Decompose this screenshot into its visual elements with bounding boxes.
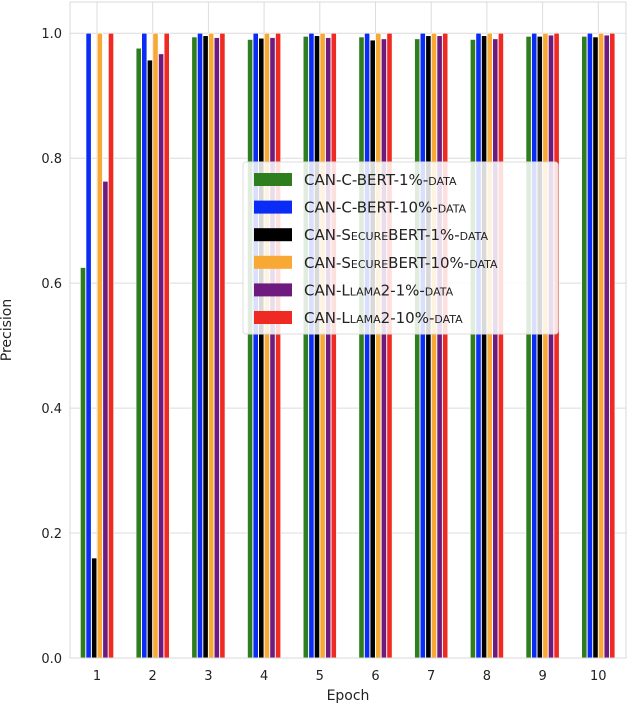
bar-can-securebert-1-data-epoch-10 (592, 36, 599, 659)
bar-can-c-bert-1-data-epoch-6 (358, 36, 365, 659)
bar-can-securebert-1-data-epoch-2 (147, 59, 153, 659)
bar-can-llama2-10-data-epoch-1 (108, 32, 114, 659)
y-tick-label: 1.0 (41, 27, 62, 42)
legend-label: CAN-Llama2-10%-data (304, 309, 463, 327)
bar-can-securebert-1-data-epoch-5 (314, 35, 320, 659)
bar-can-llama2-1-data-epoch-6 (380, 38, 387, 659)
bar-can-llama2-10-data-epoch-5 (330, 32, 337, 659)
bar-can-llama2-10-data-epoch-2 (163, 32, 170, 659)
bar-can-c-bert-10-data-epoch-8 (475, 32, 482, 659)
bar-can-securebert-1-data-epoch-6 (369, 39, 376, 659)
bar-can-c-bert-10-data-epoch-2 (141, 32, 148, 659)
bar-can-c-bert-10-data-epoch-7 (419, 32, 426, 659)
bar-can-securebert-10-data-epoch-7 (431, 32, 437, 659)
bar-can-llama2-1-data-epoch-8 (492, 38, 499, 659)
bar-can-securebert-10-data-epoch-3 (208, 32, 215, 659)
bar-can-securebert-1-data-epoch-3 (202, 35, 209, 659)
bar-can-securebert-10-data-epoch-2 (152, 32, 159, 659)
bar-can-llama2-10-data-epoch-3 (219, 32, 226, 659)
bar-can-llama2-1-data-epoch-10 (603, 34, 610, 659)
legend-label: CAN-SecureBERT-1%-data (304, 226, 488, 244)
bar-can-c-bert-10-data-epoch-10 (586, 32, 593, 659)
bar-can-securebert-10-data-epoch-8 (486, 32, 493, 659)
legend: CAN-C-BERT-1%-data CAN-C-BERT-10%-data CAN… (242, 161, 559, 335)
bar-can-securebert-10-data-epoch-1 (96, 32, 103, 659)
x-tick-labels: 1 2 3 4 5 6 7 8 9 10 (93, 669, 607, 684)
bar-can-llama2-10-data-epoch-6 (386, 32, 393, 659)
y-tick-label: 0.6 (41, 277, 62, 292)
legend-label: CAN-C-BERT-1%-data (304, 171, 457, 189)
x-tick-label: 2 (149, 669, 157, 684)
plot-frame (69, 1, 627, 659)
bar-can-llama2-1-data-epoch-1 (102, 181, 109, 659)
x-tick-label: 6 (371, 669, 379, 684)
bar-can-llama2-10-data-epoch-10 (609, 32, 616, 659)
legend-swatch (254, 228, 292, 242)
bar-can-c-bert-10-data-epoch-9 (531, 32, 538, 659)
bar-can-securebert-1-data-epoch-8 (481, 35, 487, 659)
bar-can-c-bert-1-data-epoch-2 (135, 47, 142, 659)
y-tick-labels: 0.0 0.2 0.4 0.6 0.8 1.0 (41, 27, 62, 667)
x-tick-label: 9 (538, 669, 546, 684)
x-tick-label: 1 (93, 669, 101, 684)
x-tick-label: 8 (483, 669, 491, 684)
y-tick-label: 0.8 (41, 152, 62, 167)
bar-can-llama2-1-data-epoch-7 (436, 35, 443, 659)
bar-can-securebert-1-data-epoch-9 (536, 36, 543, 659)
bar-can-c-bert-10-data-epoch-3 (197, 32, 203, 659)
legend-label: CAN-Llama2-1%-data (304, 281, 454, 299)
y-tick-label: 0.4 (41, 402, 62, 417)
bar-can-llama2-10-data-epoch-8 (497, 32, 504, 659)
x-tick-label: 3 (204, 669, 212, 684)
bar-can-c-bert-1-data-epoch-8 (469, 39, 476, 659)
y-axis-label: Precision (0, 299, 15, 361)
bar-can-securebert-10-data-epoch-4 (263, 32, 270, 659)
legend-swatch (254, 283, 292, 297)
bar-can-c-bert-1-data-epoch-9 (525, 36, 532, 659)
y-tick-label: 0.2 (41, 527, 62, 542)
bar-can-c-bert-1-data-epoch-4 (247, 39, 253, 659)
bar-can-llama2-1-data-epoch-9 (548, 34, 554, 659)
legend-label: CAN-C-BERT-10%-data (304, 199, 467, 217)
legend-swatch (254, 200, 292, 214)
bar-can-c-bert-10-data-epoch-6 (364, 32, 370, 659)
legend-swatch (254, 311, 292, 324)
bar-can-c-bert-10-data-epoch-4 (252, 32, 259, 659)
bar-can-c-bert-1-data-epoch-7 (414, 38, 421, 659)
bar-can-llama2-10-data-epoch-7 (442, 32, 449, 659)
bar-can-c-bert-10-data-epoch-5 (308, 32, 315, 659)
bar-can-llama2-1-data-epoch-2 (158, 53, 164, 659)
bar-can-securebert-1-data-epoch-7 (425, 35, 432, 659)
bar-can-securebert-1-data-epoch-1 (91, 557, 98, 659)
bar-can-llama2-10-data-epoch-9 (553, 32, 560, 659)
bar-can-llama2-1-data-epoch-5 (325, 37, 332, 659)
bar-can-securebert-10-data-epoch-10 (598, 32, 604, 659)
bars (80, 32, 616, 659)
bar-can-securebert-10-data-epoch-9 (542, 32, 549, 659)
bar-can-c-bert-10-data-epoch-1 (85, 32, 92, 659)
bar-can-c-bert-1-data-epoch-10 (581, 36, 588, 659)
legend-box (242, 161, 559, 335)
legend-label: CAN-SecureBERT-10%-data (304, 254, 498, 272)
x-tick-label: 7 (427, 669, 435, 684)
x-axis-label: Epoch (327, 688, 370, 704)
bar-can-llama2-1-data-epoch-4 (269, 37, 276, 659)
x-tick-label: 4 (260, 669, 268, 684)
bar-can-llama2-1-data-epoch-3 (213, 37, 220, 659)
x-tick-label: 10 (590, 669, 607, 684)
bar-can-c-bert-1-data-epoch-1 (80, 267, 86, 659)
legend-swatch (254, 173, 292, 186)
bar-can-securebert-10-data-epoch-6 (375, 32, 382, 659)
bar-can-securebert-1-data-epoch-4 (258, 37, 265, 659)
x-tick-label: 5 (316, 669, 324, 684)
legend-swatch (254, 255, 292, 269)
y-tick-label: 0.0 (41, 652, 62, 667)
bar-can-securebert-10-data-epoch-5 (319, 32, 326, 659)
bar-can-c-bert-1-data-epoch-5 (302, 36, 309, 659)
bar-can-c-bert-1-data-epoch-3 (191, 36, 198, 659)
bar-can-llama2-10-data-epoch-4 (275, 32, 281, 659)
